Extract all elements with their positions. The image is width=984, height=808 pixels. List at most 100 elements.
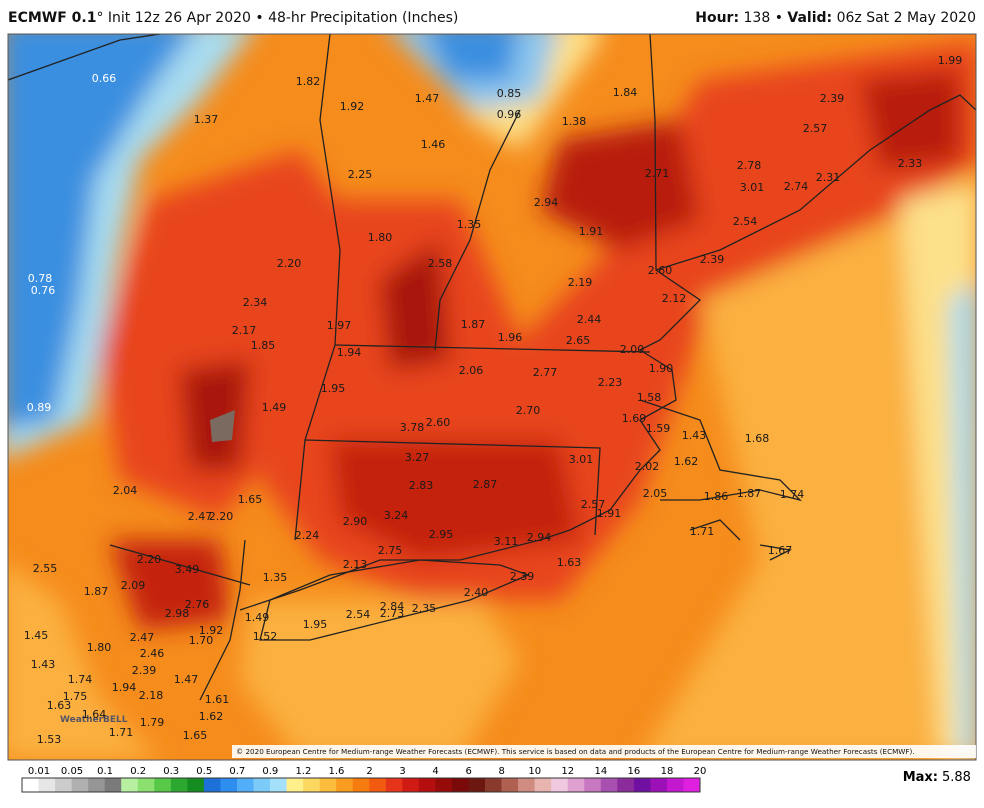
colorbar-box bbox=[584, 778, 602, 792]
colorbar-box bbox=[617, 778, 635, 792]
colorbar-tick-label: 10 bbox=[528, 766, 541, 777]
colorbar-box bbox=[650, 778, 668, 792]
map-value-label: 2.58 bbox=[428, 257, 453, 270]
map-value-label: 1.45 bbox=[24, 629, 49, 642]
map-value-label: 2.00 bbox=[620, 343, 645, 356]
map-value-label: 1.97 bbox=[327, 319, 352, 332]
valid-info: Hour: 138 • Valid: 06z Sat 2 May 2020 bbox=[695, 10, 976, 26]
map-value-label: 2.46 bbox=[140, 647, 165, 660]
map-value-label: 2.57 bbox=[581, 498, 606, 511]
title: ECMWF 0.1° Init 12z 26 Apr 2020 • 48-hr … bbox=[8, 10, 458, 26]
map-value-label: 1.87 bbox=[737, 487, 762, 500]
map-value-label: 1.47 bbox=[415, 92, 440, 105]
colorbar-tick-label: 0.2 bbox=[130, 766, 146, 777]
colorbar-tick-label: 2 bbox=[366, 766, 372, 777]
colorbar-frame bbox=[21, 777, 701, 793]
map-value-label: 2.19 bbox=[568, 276, 593, 289]
map-value-label: 1.49 bbox=[245, 611, 270, 624]
map-value-label: 2.98 bbox=[165, 607, 190, 620]
map-value-label: 1.52 bbox=[253, 630, 278, 643]
map-value-label: 1.96 bbox=[498, 331, 523, 344]
map-value-label: 1.61 bbox=[205, 693, 230, 706]
map-value-label: 1.82 bbox=[296, 75, 321, 88]
colorbar-box bbox=[485, 778, 502, 792]
copyright-bg bbox=[232, 745, 976, 758]
map-value-label: 2.39 bbox=[510, 570, 535, 583]
colorbar-box bbox=[236, 778, 254, 792]
copyright: © 2020 European Centre for Medium-range … bbox=[236, 747, 915, 756]
map-value-label: 2.31 bbox=[816, 171, 841, 184]
colorbar-box bbox=[468, 778, 486, 792]
colorbar-tick-label: 0.1 bbox=[97, 766, 113, 777]
colorbar-tick-label: 0.7 bbox=[229, 766, 245, 777]
map-value-label: 2.20 bbox=[209, 510, 234, 523]
map-value-label: 2.94 bbox=[534, 196, 559, 209]
map-value-label: 1.94 bbox=[337, 346, 362, 359]
map-value-label: 2.23 bbox=[598, 376, 623, 389]
colorbar-box bbox=[286, 778, 304, 792]
colorbar-box bbox=[683, 778, 701, 792]
colorbar-box bbox=[38, 778, 56, 792]
map-value-label: 1.91 bbox=[597, 507, 622, 520]
map-value-label: 2.35 bbox=[412, 602, 437, 615]
map-value-label: 1.71 bbox=[109, 726, 134, 739]
map-value-label: 2.18 bbox=[139, 689, 164, 702]
colorbar-tick-label: 4 bbox=[432, 766, 438, 777]
colorbar-box bbox=[567, 778, 585, 792]
model: ECMWF 0.1 bbox=[8, 10, 97, 26]
map-value-label: 3.49 bbox=[175, 563, 200, 576]
colorbar-box bbox=[203, 778, 221, 792]
map-value-label: 2.06 bbox=[459, 364, 484, 377]
map-value-label: 2.70 bbox=[516, 404, 541, 417]
colorbar-tick-label: 0.9 bbox=[262, 766, 278, 777]
map-value-label: 2.83 bbox=[409, 479, 434, 492]
map-value-label: 2.33 bbox=[898, 157, 923, 170]
map-value-label: 3.24 bbox=[384, 509, 409, 522]
map-value-label: 1.63 bbox=[47, 699, 72, 712]
colorbar-tick-label: 1.2 bbox=[295, 766, 311, 777]
map-value-label: 1.37 bbox=[194, 113, 219, 126]
header: ECMWF 0.1° Init 12z 26 Apr 2020 • 48-hr … bbox=[8, 10, 976, 30]
colorbar-tick-label: 0.05 bbox=[61, 766, 83, 777]
map-value-label: 1.75 bbox=[63, 690, 88, 703]
map-value-label: 1.80 bbox=[368, 231, 393, 244]
colorbar-box bbox=[71, 778, 89, 792]
map-value-label: 1.95 bbox=[303, 618, 328, 631]
map-value-label: 3.78 bbox=[400, 421, 425, 434]
colorbar-tick-label: 16 bbox=[628, 766, 641, 777]
map-value-label: 2.55 bbox=[33, 562, 58, 575]
map-value-label: 2.04 bbox=[113, 484, 138, 497]
map-value-label: 3.01 bbox=[569, 453, 594, 466]
colorbar-box bbox=[303, 778, 320, 792]
map-value-label: 1.71 bbox=[690, 525, 715, 538]
colorbar-tick-label: 0.3 bbox=[163, 766, 179, 777]
colorbar-box bbox=[154, 778, 172, 792]
colorbar-box bbox=[501, 778, 519, 792]
colorbar-box bbox=[418, 778, 436, 792]
colorbar-box bbox=[253, 778, 271, 792]
map-value-label: 2.39 bbox=[132, 664, 157, 677]
map-value-label: 2.95 bbox=[429, 528, 454, 541]
map-value-label: 1.43 bbox=[682, 429, 707, 442]
colorbar-box bbox=[369, 778, 387, 792]
map-value-label: 3.01 bbox=[740, 181, 765, 194]
map-value-label: 2.75 bbox=[378, 544, 403, 557]
map-value-label: 2.09 bbox=[121, 579, 146, 592]
colorbar-box bbox=[551, 778, 569, 792]
colorbar-box bbox=[88, 778, 105, 792]
valid: 06z Sat 2 May 2020 bbox=[836, 10, 976, 26]
map-value-label: 0.78 bbox=[28, 272, 53, 285]
logo: WeatherBELL bbox=[60, 715, 128, 725]
map-value-label: 2.90 bbox=[343, 515, 368, 528]
map-value-label: 1.49 bbox=[262, 401, 287, 414]
map-value-label: 0.85 bbox=[497, 87, 522, 100]
colorbar-tick-label: 0.01 bbox=[28, 766, 50, 777]
colorbar-tick-label: 8 bbox=[499, 766, 505, 777]
map-value-label: 2.65 bbox=[566, 334, 591, 347]
title-text: ° Init 12z 26 Apr 2020 • 48-hr Precipita… bbox=[96, 10, 459, 26]
map-value-label: 0.89 bbox=[27, 401, 52, 414]
colorbar-box bbox=[170, 778, 188, 792]
map-value-label: 1.63 bbox=[557, 556, 582, 569]
map-value-label: 3.11 bbox=[494, 535, 519, 548]
